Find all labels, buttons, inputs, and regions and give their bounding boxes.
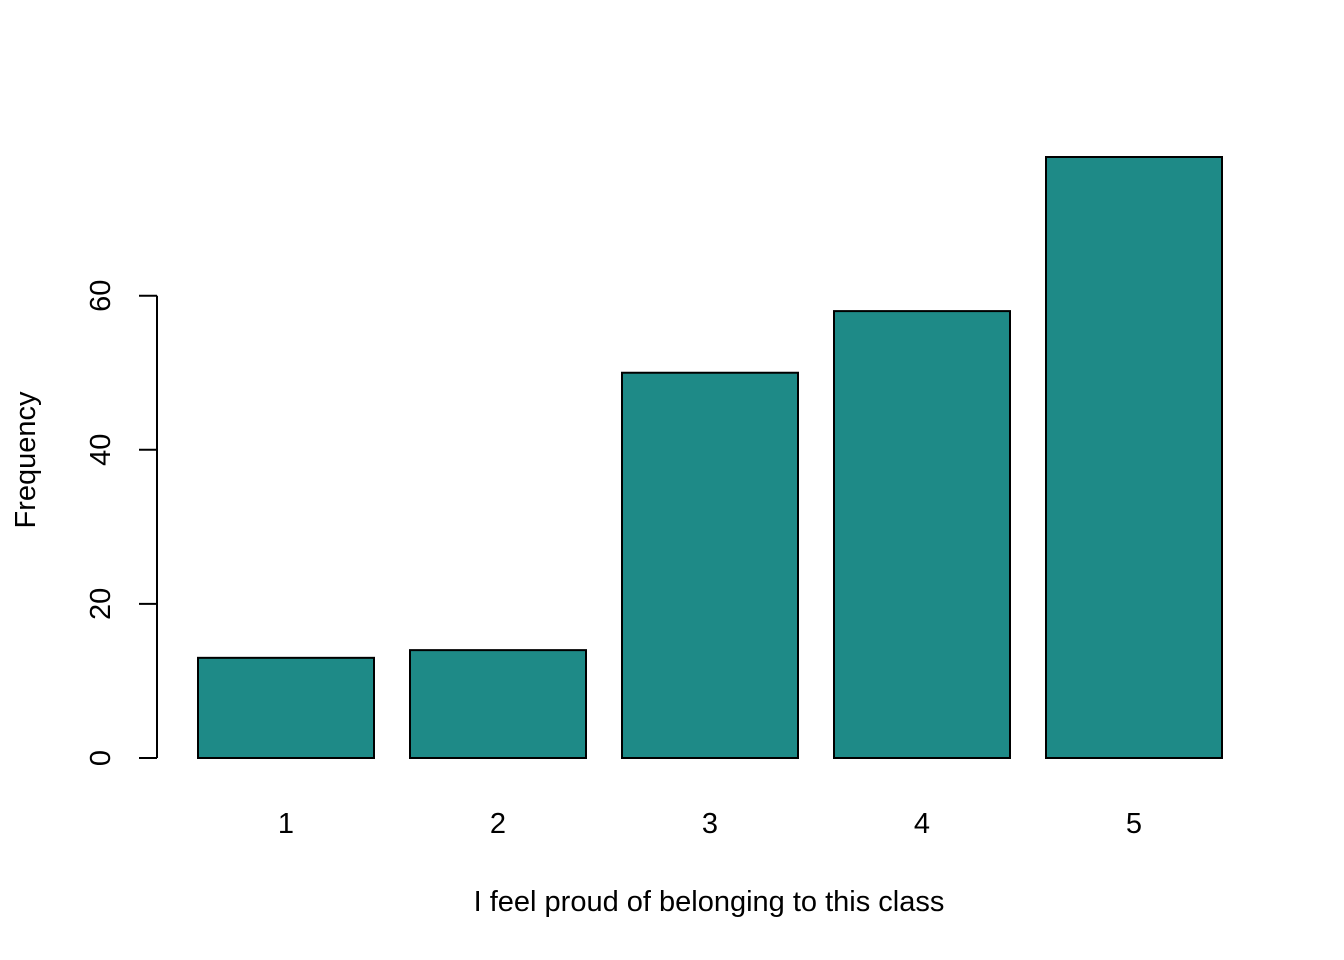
y-tick-label: 0 xyxy=(85,750,117,766)
x-tick-label: 1 xyxy=(278,808,294,840)
x-axis-labels: 1 2 3 4 5 xyxy=(278,808,1142,840)
y-tick-label: 40 xyxy=(85,434,117,466)
y-tick-label: 60 xyxy=(85,280,117,312)
x-tick-label: 2 xyxy=(490,808,506,840)
bar-1 xyxy=(197,656,375,759)
y-axis: 0 20 40 60 xyxy=(85,280,158,766)
bar-3 xyxy=(621,371,799,759)
x-tick-label: 4 xyxy=(914,808,930,840)
x-axis-title: I feel proud of belonging to this class xyxy=(474,886,945,918)
bar-4 xyxy=(833,310,1011,759)
x-tick-label: 3 xyxy=(702,808,718,840)
y-axis-title: Frequency xyxy=(10,391,42,529)
y-tick-label: 20 xyxy=(85,588,117,620)
bar-5 xyxy=(1045,156,1223,759)
bar-2 xyxy=(409,649,587,760)
bar-series xyxy=(197,156,1223,760)
x-tick-label: 5 xyxy=(1126,808,1142,840)
